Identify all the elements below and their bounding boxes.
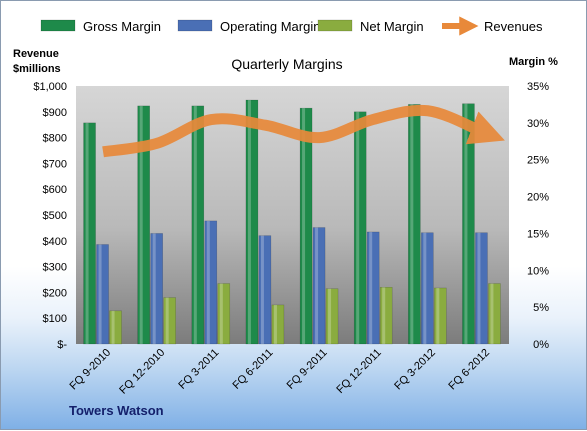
legend-swatch-gross-margin xyxy=(40,19,76,32)
left-axis-title-line2: $millions xyxy=(13,63,61,75)
bar-highlight xyxy=(152,233,156,344)
bar-highlight xyxy=(356,111,360,344)
x-axis-tick-label: FQ 3-2011 xyxy=(176,347,221,392)
bar-net-margin xyxy=(325,288,339,345)
bar-net-margin xyxy=(109,310,122,345)
x-axis-tick-label: FQ 12-2010 xyxy=(117,347,167,397)
right-axis-tick-label: 0% xyxy=(533,339,549,351)
bar-highlight xyxy=(436,287,440,344)
left-axis-tick-label: $100 xyxy=(43,313,67,325)
bar-highlight xyxy=(382,287,386,344)
left-axis-tick-label: $1,000 xyxy=(33,81,67,93)
bar-highlight xyxy=(369,231,373,344)
bar-highlight xyxy=(193,105,197,344)
bar-highlight xyxy=(219,283,223,344)
legend: Gross Margin Operating Margin Net Margin Re… xyxy=(40,16,543,36)
right-axis-tick-label: 5% xyxy=(533,302,549,314)
bar-highlight xyxy=(165,297,169,344)
bar-highlight xyxy=(490,283,494,344)
bar-highlight xyxy=(302,108,306,344)
bar-net-margin xyxy=(271,304,285,345)
bar-highlight xyxy=(139,105,143,344)
bar-operating-margin xyxy=(258,235,272,345)
left-axis-tick-label: $- xyxy=(57,339,67,351)
legend-swatch-operating-margin xyxy=(177,19,213,32)
bar-highlight xyxy=(477,232,481,344)
right-axis-tick-label: 30% xyxy=(527,118,549,130)
bar-highlight xyxy=(206,220,210,344)
bar-gross-margin xyxy=(83,122,96,345)
bar-gross-margin xyxy=(462,103,475,345)
bar-highlight xyxy=(98,244,102,344)
bar-operating-margin xyxy=(475,232,488,345)
bar-highlight xyxy=(464,103,468,344)
bar-highlight xyxy=(328,288,332,344)
right-axis-tick-label: 10% xyxy=(527,265,549,277)
right-axis-title: Margin % xyxy=(509,56,558,68)
x-axis-tick-label: FQ 9-2011 xyxy=(285,347,330,392)
bar-net-margin xyxy=(488,283,501,345)
bar-operating-margin xyxy=(366,231,380,345)
right-axis-tick-label: 25% xyxy=(527,155,549,167)
bar-net-margin xyxy=(217,283,231,345)
bar-gross-margin xyxy=(408,104,421,345)
bar-net-margin xyxy=(379,286,393,345)
chart-title: Quarterly Margins xyxy=(231,56,342,72)
bar-operating-margin xyxy=(96,244,109,345)
x-axis-tick-label: FQ 12-2011 xyxy=(334,347,383,396)
left-axis-tick-label: $400 xyxy=(43,236,67,248)
bar-highlight xyxy=(423,232,427,344)
bar-gross-margin xyxy=(299,107,313,345)
bar-gross-margin xyxy=(191,105,205,345)
bar-operating-margin xyxy=(204,220,218,345)
left-axis-tick-label: $300 xyxy=(43,262,67,274)
left-axis-tick-label: $200 xyxy=(43,287,67,299)
legend-label: Net Margin xyxy=(360,19,424,34)
bar-highlight xyxy=(111,310,115,344)
bar-gross-margin xyxy=(353,111,367,345)
bar-highlight xyxy=(85,122,89,344)
bar-net-margin xyxy=(163,297,176,345)
bar-operating-margin xyxy=(421,232,434,345)
company-name: Towers Watson xyxy=(69,403,164,418)
left-axis-tick-label: $900 xyxy=(43,107,67,119)
bar-highlight xyxy=(273,304,277,344)
left-axis-title-line1: Revenue xyxy=(13,48,59,60)
left-axis-tick-label: $500 xyxy=(43,210,67,222)
bar-net-margin xyxy=(434,287,447,345)
x-axis-tick-label: FQ 6-2011 xyxy=(230,347,275,392)
right-axis-tick-label: 35% xyxy=(527,81,549,93)
left-axis-tick-label: $700 xyxy=(43,158,67,170)
left-axis-tick-label: $800 xyxy=(43,133,67,145)
bar-highlight xyxy=(247,100,251,345)
legend-label: Gross Margin xyxy=(83,19,161,34)
right-axis-tick-label: 20% xyxy=(527,192,549,204)
bar-highlight xyxy=(410,104,414,344)
right-axis-tick-label: 15% xyxy=(527,228,549,240)
legend-label: Revenues xyxy=(484,19,543,34)
x-axis-tick-label: FQ 3-2012 xyxy=(392,347,438,393)
bar-operating-margin xyxy=(312,227,326,345)
bar-highlight xyxy=(260,235,264,344)
legend-label: Operating Margin xyxy=(220,19,320,34)
bar-gross-margin xyxy=(137,105,150,345)
x-axis-tick-label: FQ 6-2012 xyxy=(446,347,492,393)
left-axis-tick-label: $600 xyxy=(43,184,67,196)
revenue-line xyxy=(102,104,505,158)
bar-gross-margin xyxy=(245,99,259,345)
bar-highlight xyxy=(315,227,319,344)
x-axis-tick-label: FQ 9-2010 xyxy=(68,347,114,393)
legend-swatch-net-margin xyxy=(317,19,353,32)
bar-operating-margin xyxy=(150,233,163,345)
